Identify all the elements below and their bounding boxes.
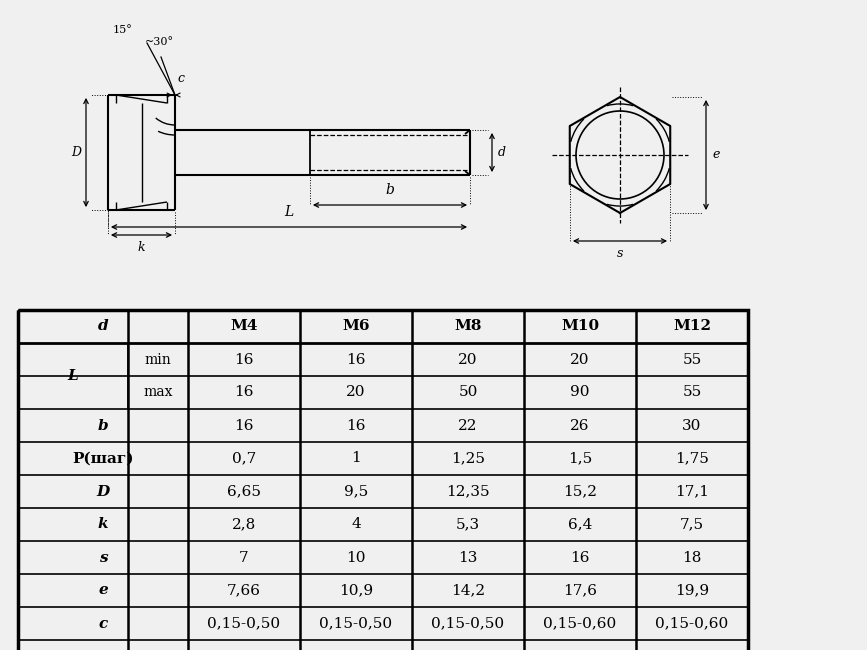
Text: 17,6: 17,6 bbox=[563, 584, 597, 597]
Text: d: d bbox=[498, 146, 506, 159]
Text: 55: 55 bbox=[682, 385, 701, 400]
Text: max: max bbox=[143, 385, 173, 400]
Text: 90: 90 bbox=[570, 385, 590, 400]
Text: 1,25: 1,25 bbox=[451, 452, 485, 465]
Text: 6,4: 6,4 bbox=[568, 517, 592, 532]
Text: M10: M10 bbox=[561, 320, 599, 333]
Text: M6: M6 bbox=[342, 320, 369, 333]
Text: 12,35: 12,35 bbox=[447, 484, 490, 499]
Text: D: D bbox=[71, 146, 81, 159]
Text: d: d bbox=[98, 320, 108, 333]
Text: b: b bbox=[386, 183, 394, 197]
Text: 22: 22 bbox=[459, 419, 478, 432]
Text: 15°: 15° bbox=[113, 25, 133, 35]
Text: 30: 30 bbox=[682, 419, 701, 432]
Text: 10: 10 bbox=[346, 551, 366, 564]
Text: 20: 20 bbox=[346, 385, 366, 400]
Text: 1: 1 bbox=[351, 452, 361, 465]
Text: 14,2: 14,2 bbox=[451, 584, 485, 597]
Text: c: c bbox=[178, 72, 185, 85]
Text: 26: 26 bbox=[570, 419, 590, 432]
Text: L: L bbox=[68, 369, 78, 383]
Text: 1,75: 1,75 bbox=[675, 452, 709, 465]
Text: k: k bbox=[98, 517, 108, 532]
Text: 0,15-0,60: 0,15-0,60 bbox=[655, 616, 728, 630]
Text: 7,66: 7,66 bbox=[227, 584, 261, 597]
Bar bbox=[18, 310, 748, 650]
Text: 0,7: 0,7 bbox=[231, 452, 256, 465]
Text: 16: 16 bbox=[234, 385, 254, 400]
Text: P(шаг): P(шаг) bbox=[72, 452, 134, 465]
Text: s: s bbox=[616, 247, 623, 260]
Text: 16: 16 bbox=[234, 352, 254, 367]
Text: 0,15-0,50: 0,15-0,50 bbox=[207, 616, 281, 630]
Text: 50: 50 bbox=[459, 385, 478, 400]
Text: 18: 18 bbox=[682, 551, 701, 564]
Text: 0,15-0,50: 0,15-0,50 bbox=[432, 616, 505, 630]
Text: 55: 55 bbox=[682, 352, 701, 367]
Text: 6,65: 6,65 bbox=[227, 484, 261, 499]
Text: 16: 16 bbox=[346, 352, 366, 367]
Text: M8: M8 bbox=[454, 320, 482, 333]
Text: s: s bbox=[99, 551, 108, 564]
Text: 20: 20 bbox=[570, 352, 590, 367]
Text: 5,3: 5,3 bbox=[456, 517, 480, 532]
Text: min: min bbox=[145, 352, 172, 367]
Text: 1,5: 1,5 bbox=[568, 452, 592, 465]
Text: 2,8: 2,8 bbox=[231, 517, 256, 532]
Text: 0,15-0,50: 0,15-0,50 bbox=[319, 616, 393, 630]
Text: 10,9: 10,9 bbox=[339, 584, 373, 597]
Text: c: c bbox=[98, 616, 108, 630]
Text: M4: M4 bbox=[231, 320, 257, 333]
Text: 7: 7 bbox=[239, 551, 249, 564]
Text: 9,5: 9,5 bbox=[344, 484, 368, 499]
Text: 16: 16 bbox=[346, 419, 366, 432]
Text: 17,1: 17,1 bbox=[675, 484, 709, 499]
Text: ~30°: ~30° bbox=[145, 37, 174, 47]
Text: 0,15-0,60: 0,15-0,60 bbox=[544, 616, 616, 630]
Text: 20: 20 bbox=[459, 352, 478, 367]
Text: L: L bbox=[284, 205, 294, 219]
Text: 7,5: 7,5 bbox=[680, 517, 704, 532]
Text: 13: 13 bbox=[459, 551, 478, 564]
Text: e: e bbox=[98, 584, 108, 597]
Text: D: D bbox=[96, 484, 109, 499]
Text: 15,2: 15,2 bbox=[563, 484, 597, 499]
Text: k: k bbox=[138, 241, 146, 254]
Text: 19,9: 19,9 bbox=[675, 584, 709, 597]
Text: M12: M12 bbox=[673, 320, 711, 333]
Text: b: b bbox=[98, 419, 108, 432]
Text: 16: 16 bbox=[234, 419, 254, 432]
Text: e: e bbox=[712, 148, 720, 161]
Text: 4: 4 bbox=[351, 517, 361, 532]
Text: 16: 16 bbox=[570, 551, 590, 564]
